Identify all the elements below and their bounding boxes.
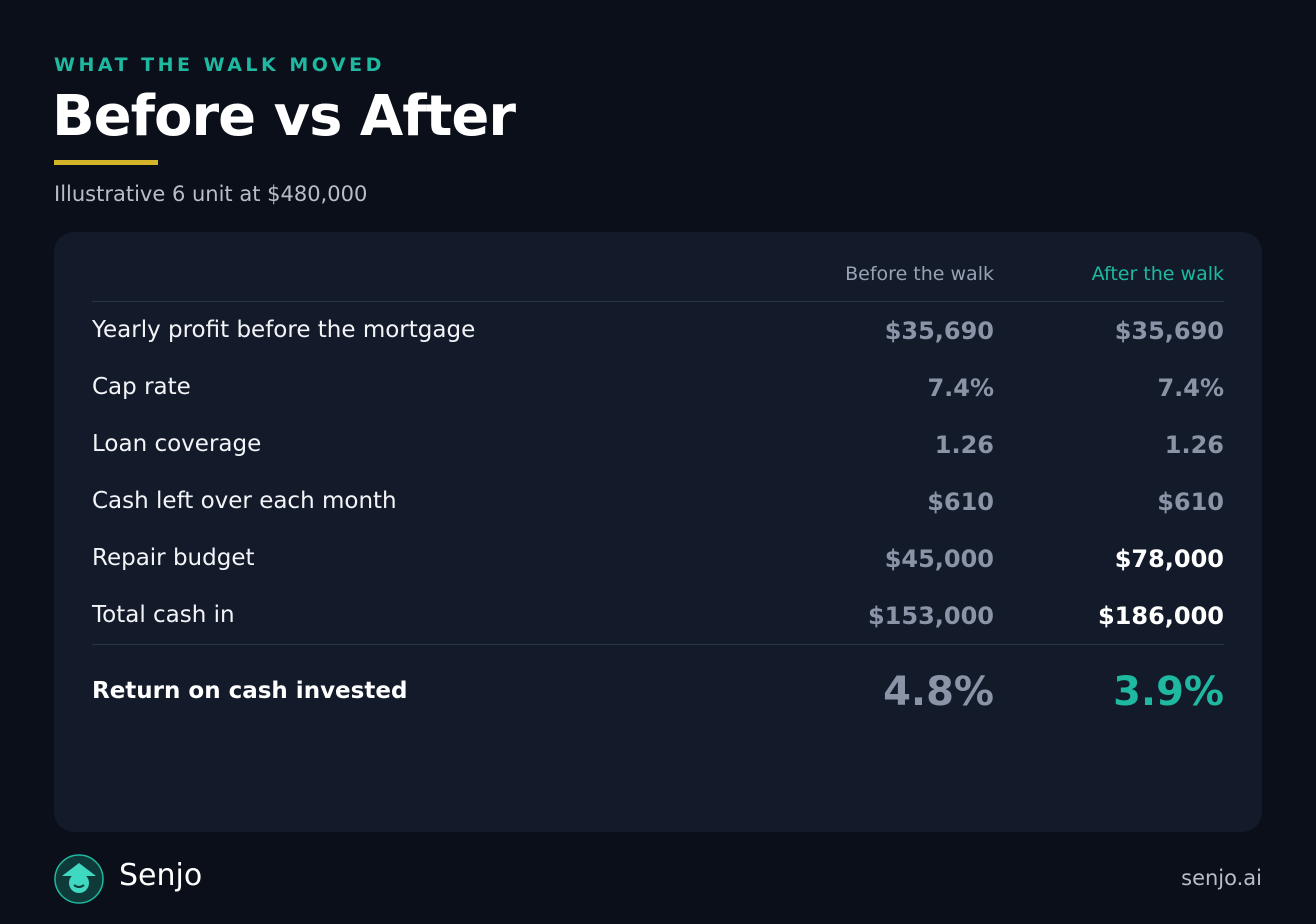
brand: Senjo <box>119 858 203 893</box>
row-label: Loan coverage <box>92 431 262 457</box>
row-value: $610 <box>1157 488 1224 516</box>
title-underline <box>54 160 158 165</box>
eyebrow: WHAT THE WALK MOVED <box>54 54 385 76</box>
card <box>54 232 1262 832</box>
row-label: Cap rate <box>92 374 191 400</box>
row-value: $45,000 <box>884 545 994 573</box>
row-value: 1.26 <box>1164 431 1224 459</box>
row-value: $610 <box>927 488 994 516</box>
row-label: Total cash in <box>92 602 235 628</box>
logo <box>54 854 104 904</box>
total-value: 3.9% <box>1113 669 1224 715</box>
row-value: $35,690 <box>1114 317 1224 345</box>
row-value: 7.4% <box>927 374 994 402</box>
row-value: 7.4% <box>1157 374 1224 402</box>
row-label: Yearly profit before the mortgage <box>92 317 476 343</box>
divider <box>92 301 1224 302</box>
row-label: Repair budget <box>92 545 255 571</box>
row-value: $186,000 <box>1097 602 1224 630</box>
column-header: Before the walk <box>845 263 994 285</box>
row-value: 1.26 <box>934 431 994 459</box>
row-label: Cash left over each month <box>92 488 397 514</box>
total-value: 4.8% <box>883 669 994 715</box>
row-value: $153,000 <box>867 602 994 630</box>
column-header: After the walk <box>1091 263 1224 285</box>
url: senjo.ai <box>1181 866 1262 890</box>
subtitle: Illustrative 6 unit at $480,000 <box>54 182 368 206</box>
divider <box>92 644 1224 645</box>
row-value: $78,000 <box>1114 545 1224 573</box>
total-label: Return on cash invested <box>92 678 408 704</box>
row-value: $35,690 <box>884 317 994 345</box>
title: Before vs After <box>52 84 516 149</box>
